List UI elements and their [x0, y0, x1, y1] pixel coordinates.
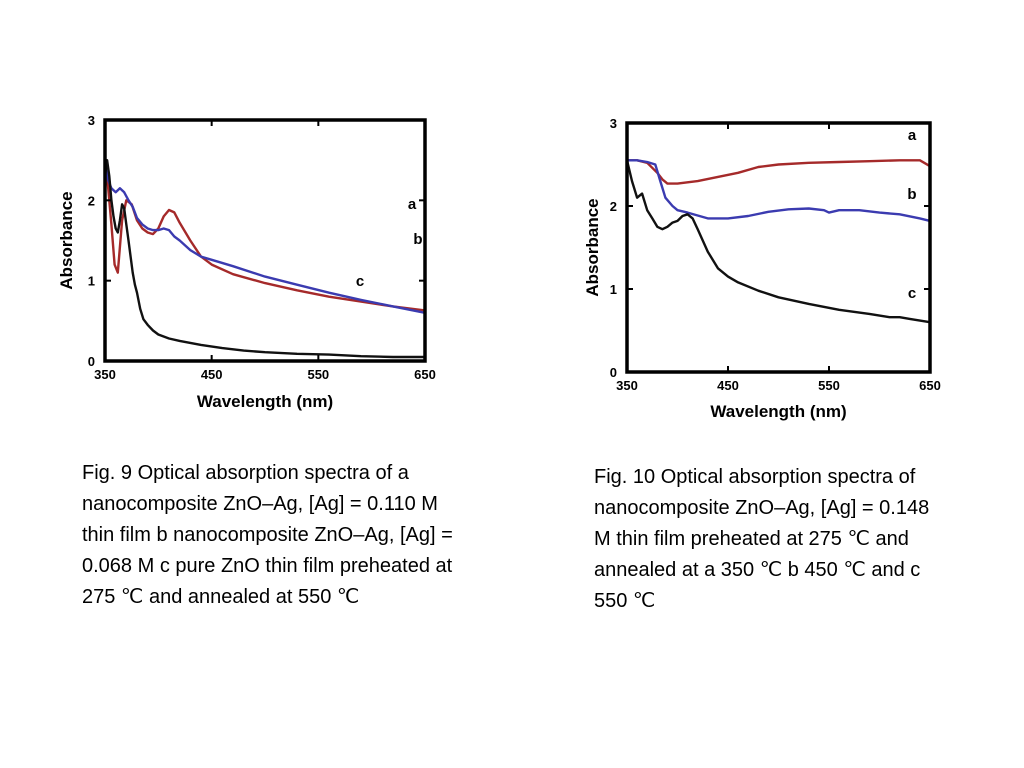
series-c-line: [625, 159, 932, 324]
chart-fig-10: 350 450 550 650 0 1 2 3 Wavelength (nm) Absorbanc…: [583, 116, 941, 421]
y-tick-label: 1: [610, 282, 617, 297]
y-axis-title: Absorbance: [583, 198, 602, 296]
plot-frame: [625, 121, 932, 374]
series-a-line: [103, 163, 427, 312]
y-axis-title: Absorbance: [57, 191, 76, 289]
y-tick-label: 3: [88, 113, 95, 128]
x-tick-label: 350: [616, 378, 638, 393]
series-b-label: b: [907, 186, 916, 203]
x-tick-label: 550: [818, 378, 840, 393]
x-tick-label: 650: [414, 367, 436, 382]
y-tick-label: 0: [88, 354, 95, 369]
y-tick-label: 0: [610, 365, 617, 380]
figure-9-caption: Fig. 9 Optical absorption spectra of a n…: [82, 462, 453, 608]
x-tick-label: 550: [307, 367, 329, 382]
series-b-line: [625, 159, 932, 223]
chart-fig-9: 350 450 550 650 0 1 2 3 Wavelength (nm) Absorbanc…: [57, 113, 436, 411]
series-b-line: [103, 163, 427, 314]
x-tick-label: 650: [919, 378, 941, 393]
series-a-line: [625, 159, 932, 185]
series-a-label: a: [908, 127, 917, 144]
series-b-label: b: [413, 231, 422, 248]
figure-10-caption: Fig. 10 Optical absorption spectra of na…: [594, 466, 930, 612]
series-c-label: c: [908, 285, 916, 302]
plot-frame: [103, 118, 427, 363]
series-c-line: [103, 159, 427, 359]
x-axis-title: Wavelength (nm): [710, 402, 846, 421]
x-tick-label: 350: [94, 367, 116, 382]
series-c-label: c: [356, 273, 364, 290]
y-tick-label: 3: [610, 116, 617, 131]
series-a-label: a: [408, 196, 417, 213]
x-tick-label: 450: [201, 367, 223, 382]
x-tick-label: 450: [717, 378, 739, 393]
y-tick-label: 2: [610, 199, 617, 214]
y-tick-label: 2: [88, 193, 95, 208]
x-axis-title: Wavelength (nm): [197, 392, 333, 411]
y-tick-label: 1: [88, 274, 95, 289]
